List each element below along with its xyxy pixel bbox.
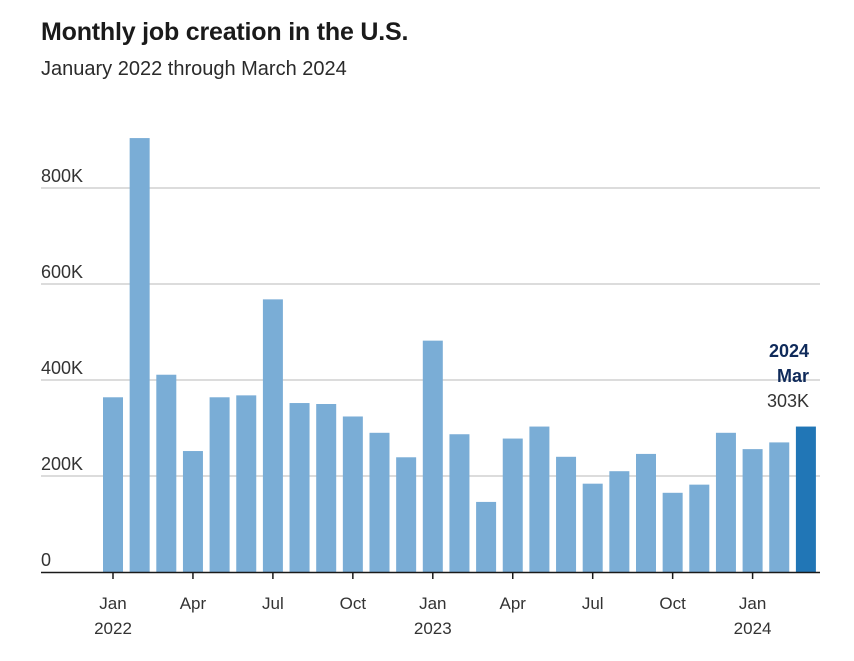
x-tick-label: Apr — [180, 594, 207, 613]
bar-dec-2022 — [396, 457, 417, 572]
bar-jan-2023 — [422, 340, 443, 572]
bar-may-2023 — [529, 426, 550, 572]
bar-feb-2023 — [449, 434, 470, 572]
y-tick-label: 600K — [41, 262, 83, 282]
x-tick-label: Apr — [500, 594, 527, 613]
bar-oct-2023 — [662, 492, 683, 572]
bar-nov-2023 — [689, 484, 710, 572]
x-tick-label: Oct — [340, 594, 367, 613]
bar-mar-2023 — [476, 501, 497, 572]
y-tick-label: 800K — [41, 166, 83, 186]
bar-jan-2024 — [742, 449, 763, 572]
bar-jul-2022 — [262, 299, 283, 572]
bar-jan-2022 — [103, 397, 123, 572]
bar-apr-2023 — [502, 438, 523, 572]
x-tick-label: Jul — [582, 594, 604, 613]
annotation-value: 303K — [767, 391, 809, 411]
bar-mar-2024 — [795, 426, 816, 572]
bar-mar-2022 — [156, 374, 177, 572]
bar-dec-2023 — [715, 432, 736, 572]
x-tick-year-label: 2022 — [94, 619, 132, 638]
x-tick-label: Jan — [99, 594, 126, 613]
bar-feb-2024 — [769, 442, 790, 572]
bar-jun-2023 — [556, 456, 577, 572]
y-tick-label: 400K — [41, 358, 83, 378]
bar-aug-2023 — [609, 471, 630, 572]
bar-jun-2022 — [236, 395, 257, 572]
bar-oct-2022 — [342, 416, 363, 572]
bar-nov-2022 — [369, 432, 390, 572]
y-tick-label: 0 — [41, 550, 51, 570]
bar-apr-2022 — [182, 451, 203, 572]
chart-subtitle: January 2022 through March 2024 — [41, 58, 347, 80]
bar-may-2022 — [209, 397, 230, 572]
bar-sep-2023 — [636, 453, 656, 572]
chart-title: Monthly job creation in the U.S. — [41, 18, 409, 46]
bar-aug-2022 — [289, 403, 310, 572]
x-tick-year-label: 2023 — [414, 619, 452, 638]
bar-sep-2022 — [316, 404, 337, 572]
bar-feb-2022 — [129, 138, 150, 572]
x-tick-year-label: 2024 — [734, 619, 772, 638]
bar-jul-2023 — [582, 483, 603, 572]
x-tick-label: Jan — [419, 594, 446, 613]
x-tick-label: Jan — [739, 594, 766, 613]
x-tick-label: Oct — [659, 594, 686, 613]
annotation-month: Mar — [777, 366, 809, 386]
x-tick-label: Jul — [262, 594, 284, 613]
annotation-year: 2024 — [769, 341, 809, 361]
y-tick-label: 200K — [41, 454, 83, 474]
